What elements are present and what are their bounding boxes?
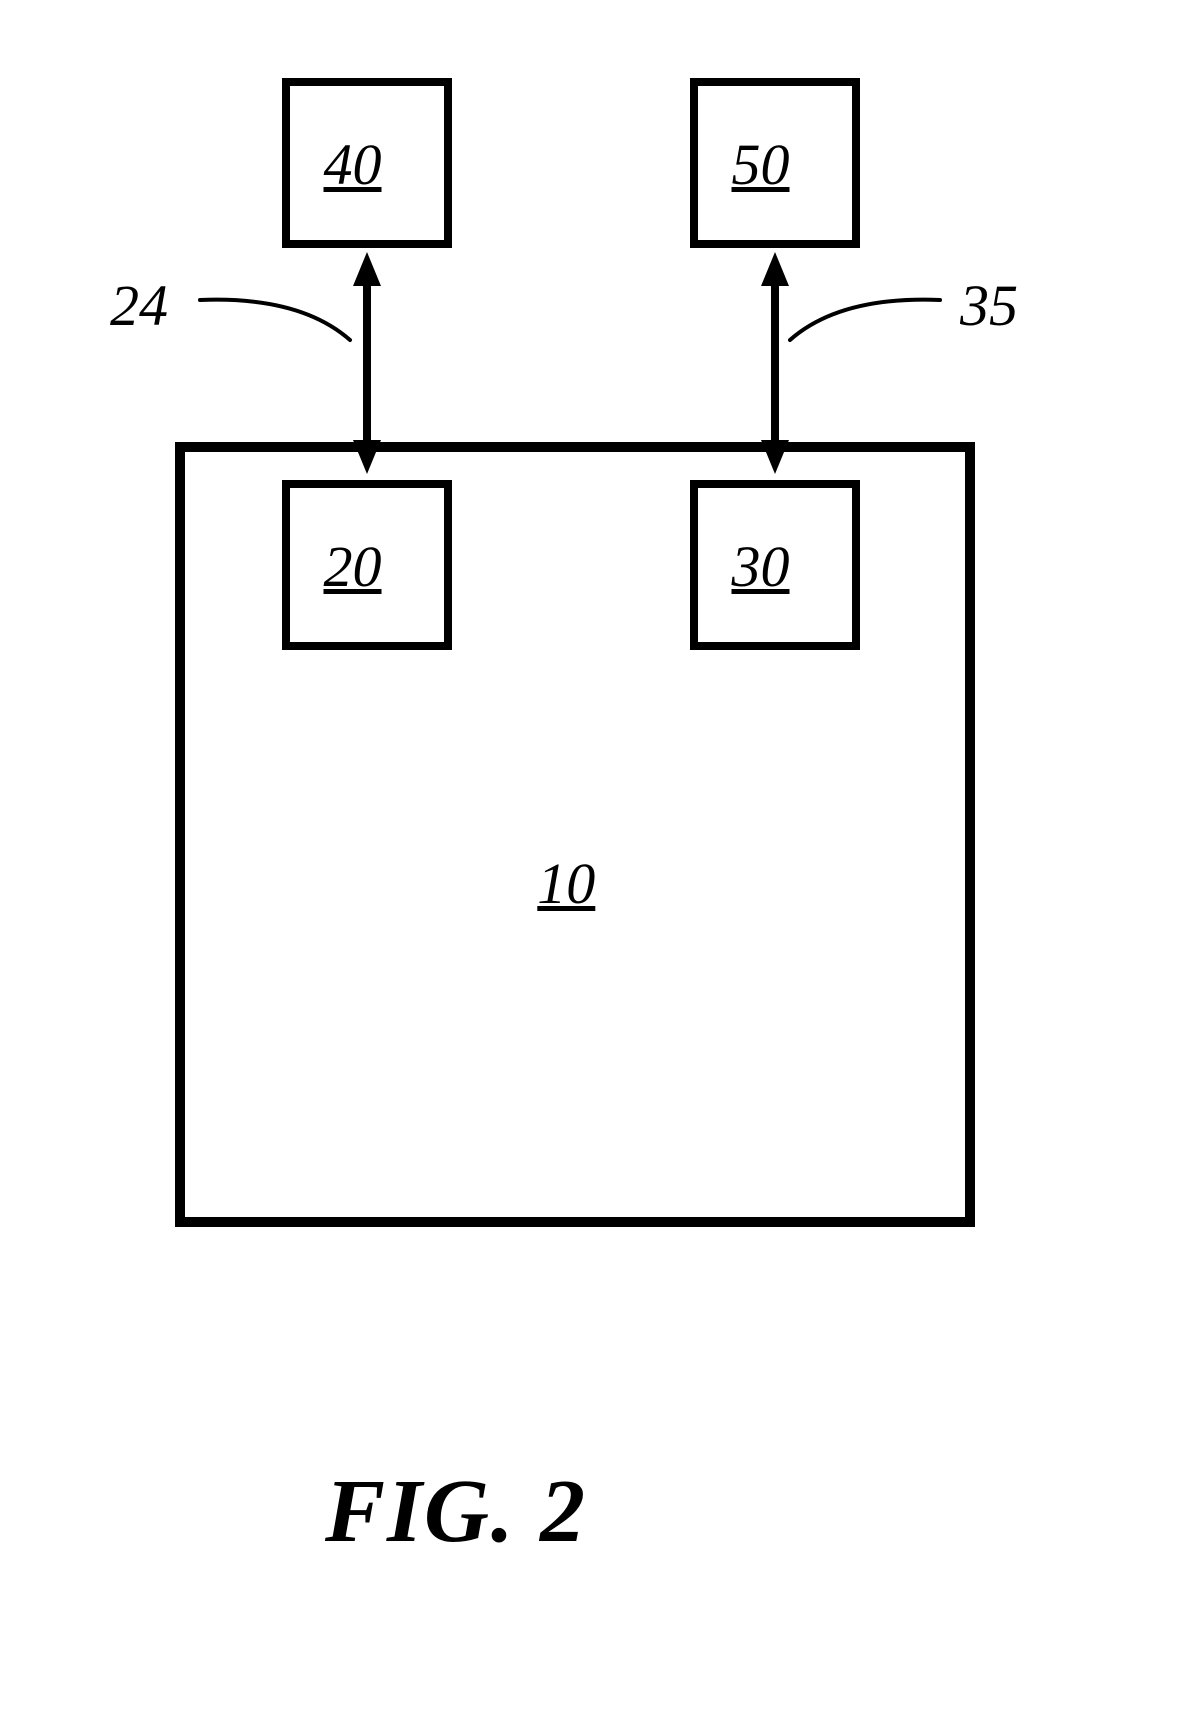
label-40: 40 <box>324 131 382 198</box>
figure-canvas: 10 20 30 40 50 24 35 FIG. 2 <box>0 0 1195 1727</box>
label-50: 50 <box>732 131 790 198</box>
label-24: 24 <box>110 272 168 339</box>
label-35: 35 <box>960 272 1018 339</box>
figure-caption: FIG. 2 <box>325 1460 587 1563</box>
label-10: 10 <box>537 850 595 917</box>
label-20: 20 <box>324 533 382 600</box>
label-30: 30 <box>732 533 790 600</box>
